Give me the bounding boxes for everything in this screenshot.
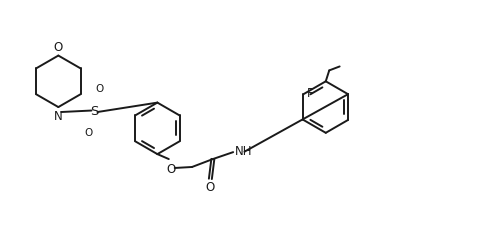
Text: O: O <box>96 84 104 94</box>
Text: F: F <box>307 87 314 100</box>
Text: O: O <box>54 41 63 54</box>
Text: S: S <box>90 104 98 118</box>
Text: O: O <box>84 128 92 138</box>
Text: O: O <box>206 181 215 194</box>
Text: N: N <box>54 110 63 123</box>
Text: NH: NH <box>235 145 252 158</box>
Text: O: O <box>167 163 176 176</box>
